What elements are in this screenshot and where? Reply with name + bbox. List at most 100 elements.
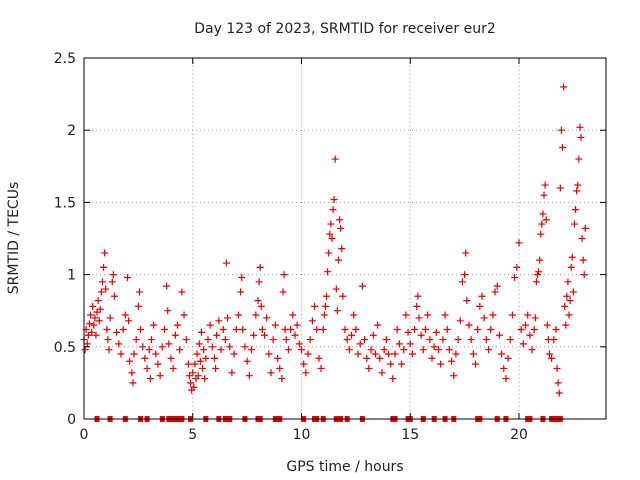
data-point: [146, 375, 154, 383]
data-point: [324, 268, 332, 276]
data-point: [367, 346, 375, 354]
data-point: [482, 336, 490, 344]
data-point: [152, 350, 160, 358]
data-point: [458, 278, 466, 286]
data-point: [204, 336, 212, 344]
data-point: [472, 360, 479, 368]
data-point: [141, 354, 149, 362]
data-point: [323, 292, 331, 300]
data-point: [419, 346, 427, 354]
data-point: [513, 263, 521, 271]
data-point: [493, 282, 501, 290]
y-tick-label: 2: [67, 123, 76, 139]
data-point: [350, 311, 358, 319]
data-point: [83, 340, 91, 348]
data-point: [252, 311, 260, 319]
data-point: [443, 325, 451, 333]
data-point: [254, 297, 262, 305]
data-point: [128, 369, 136, 377]
data-point: [414, 292, 422, 300]
data-point: [356, 340, 364, 348]
data-point: [230, 350, 238, 358]
data-point: [215, 317, 223, 325]
data-point: [576, 123, 584, 131]
data-point: [540, 191, 548, 199]
data-point: [163, 282, 171, 290]
data-point: [167, 354, 175, 362]
data-point: [452, 350, 460, 358]
data-point: [113, 328, 121, 336]
data-point: [329, 206, 337, 214]
data-point: [530, 325, 538, 333]
data-point: [108, 278, 116, 286]
data-point: [345, 346, 353, 354]
data-point: [395, 340, 403, 348]
data-point: [189, 369, 197, 377]
data-point: [408, 350, 416, 358]
data-point: [478, 292, 486, 300]
y-tick-label: 1: [67, 268, 76, 284]
data-point: [278, 375, 286, 383]
data-point: [570, 220, 578, 228]
data-point: [567, 263, 575, 271]
data-point: [261, 331, 269, 339]
data-point: [103, 325, 111, 333]
data-point: [378, 369, 386, 377]
data-point: [101, 249, 109, 257]
data-point: [190, 383, 198, 391]
data-point: [269, 336, 277, 344]
data-point: [404, 328, 412, 336]
data-point: [287, 325, 295, 333]
data-point: [334, 256, 342, 264]
data-point: [515, 239, 523, 247]
data-point: [506, 336, 514, 344]
data-point: [193, 350, 201, 358]
data-point: [263, 314, 271, 322]
data-point: [206, 321, 214, 329]
data-point: [430, 343, 438, 351]
data-point: [247, 346, 255, 354]
data-point: [365, 364, 373, 372]
data-point: [450, 372, 458, 380]
data-point: [387, 360, 395, 368]
data-point: [542, 216, 550, 224]
data-point: [208, 343, 216, 351]
data-point: [358, 282, 366, 290]
y-tick-label: 0: [67, 412, 76, 428]
plot-frame: [83, 57, 607, 420]
data-point: [293, 321, 301, 329]
data-point: [87, 311, 95, 319]
data-point: [543, 321, 551, 329]
data-point: [171, 331, 179, 339]
data-point: [343, 336, 351, 344]
data-point: [555, 389, 563, 397]
data-point: [580, 271, 588, 279]
data-point: [115, 340, 123, 348]
data-point: [462, 249, 470, 257]
data-point: [354, 350, 362, 358]
data-point: [154, 360, 162, 368]
data-point: [415, 314, 423, 322]
data-point: [337, 224, 345, 232]
data-point: [535, 268, 543, 276]
data-point: [195, 340, 203, 348]
data-point: [524, 311, 532, 319]
data-point: [556, 184, 564, 192]
data-point: [463, 297, 471, 305]
data-point: [119, 325, 127, 333]
data-point: [382, 336, 390, 344]
data-point: [96, 305, 104, 313]
data-point: [361, 336, 369, 344]
data-point: [578, 235, 586, 242]
x-tick-label: 20: [510, 427, 528, 443]
data-point: [330, 196, 338, 204]
data-point: [341, 325, 349, 333]
data-point: [315, 354, 323, 362]
data-point: [406, 340, 414, 348]
data-point: [213, 331, 221, 339]
data-point: [164, 307, 172, 315]
data-points: [80, 83, 589, 422]
data-point: [526, 331, 534, 339]
data-point: [94, 297, 102, 305]
data-point: [196, 357, 204, 365]
